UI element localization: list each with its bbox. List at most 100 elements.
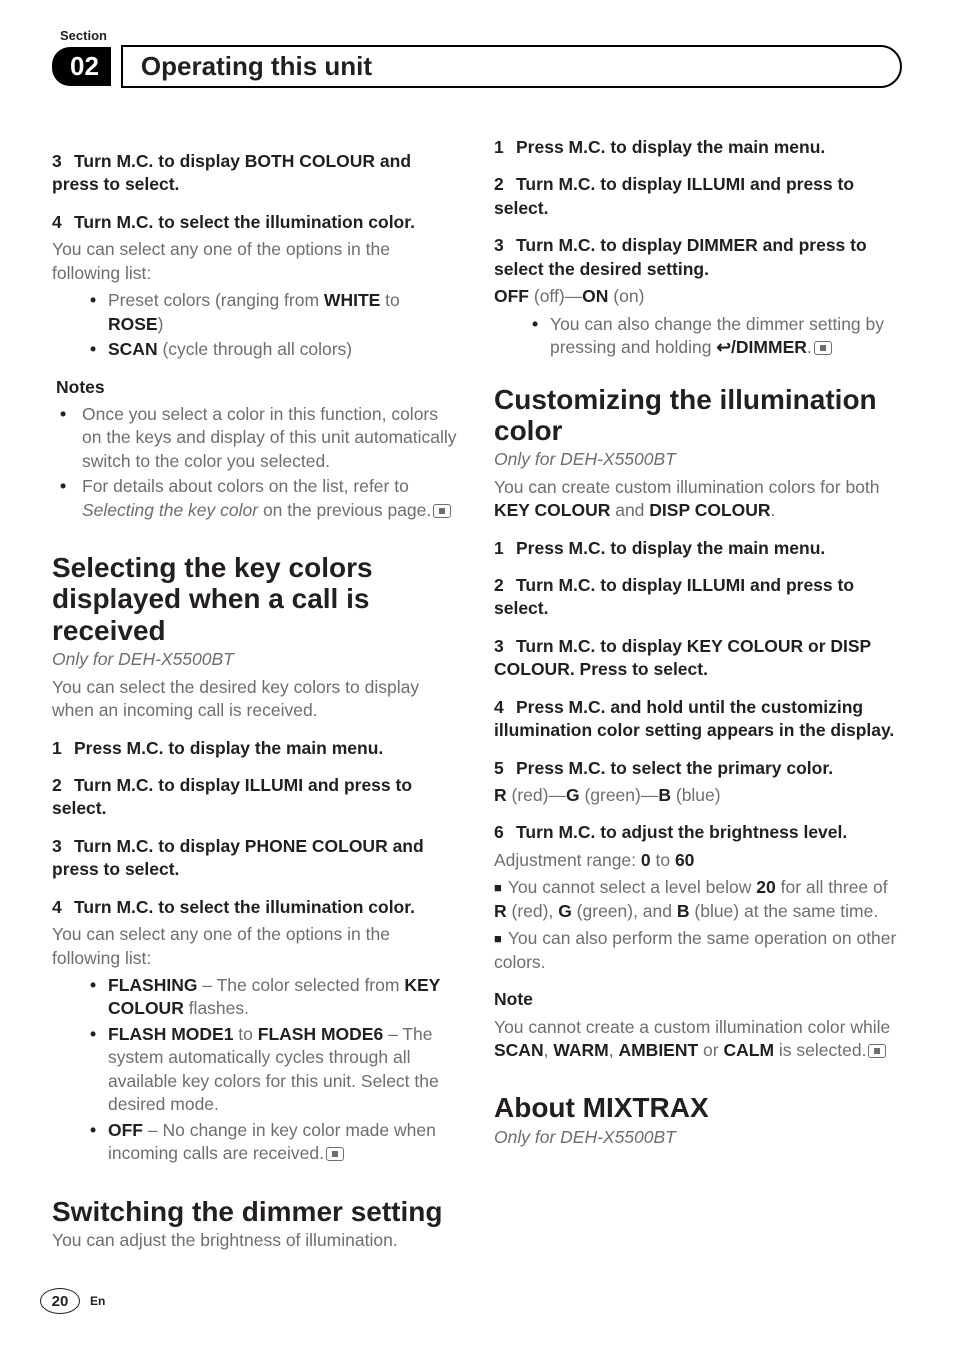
- t: .: [807, 337, 812, 357]
- t: CALM: [723, 1040, 774, 1060]
- t: Preset colors (ranging from: [108, 290, 324, 310]
- notes-heading: Notes: [56, 376, 460, 399]
- rgb-line: R (red)—G (green)—B (blue): [494, 784, 902, 807]
- t: or: [698, 1040, 723, 1060]
- t: Press M.C. to display the main menu.: [516, 538, 825, 558]
- phone-color-options: FLASHING – The color selected from KEY C…: [52, 974, 460, 1166]
- off-on-line: OFF (off)—ON (on): [494, 285, 902, 308]
- t: Press M.C. to select the primary color.: [516, 758, 833, 778]
- left-column: 3Turn M.C. to display BOTH COLOUR and pr…: [52, 136, 460, 1256]
- t: Press M.C. to display the main menu.: [74, 738, 383, 758]
- t: Press M.C. to display the main menu.: [516, 137, 825, 157]
- c-step-1: 1Press M.C. to display the main menu.: [494, 537, 902, 560]
- t: – The color selected from: [197, 975, 404, 995]
- option-scan: SCAN (cycle through all colors): [90, 338, 460, 361]
- square-bullet-icon: ■: [494, 880, 502, 895]
- language-code: En: [90, 1294, 105, 1308]
- step-4-body: You can select any one of the options in…: [52, 238, 460, 285]
- t: ): [158, 314, 164, 334]
- chapter-title-wrap: Operating this unit: [121, 45, 902, 88]
- t: is selected.: [774, 1040, 866, 1060]
- opt-flash-mode: FLASH MODE1 to FLASH MODE6 – The system …: [90, 1023, 460, 1117]
- sq-note-2: ■You can also perform the same operation…: [494, 927, 902, 974]
- c-step-6: 6Turn M.C. to adjust the brightness leve…: [494, 821, 902, 844]
- t: to: [651, 850, 675, 870]
- t: ,: [609, 1040, 619, 1060]
- t: on the previous page.: [258, 500, 431, 520]
- t: to: [233, 1024, 257, 1044]
- note-1: Once you select a color in this function…: [60, 403, 460, 473]
- option-preset: Preset colors (ranging from WHITE to ROS…: [90, 289, 460, 336]
- t: (blue) at the same time.: [690, 901, 879, 921]
- chapter-number-badge: 02: [52, 47, 111, 86]
- t: .: [771, 500, 776, 520]
- t: flashes.: [184, 998, 249, 1018]
- t: Turn M.C. to select the illumination col…: [74, 897, 415, 917]
- t: Turn M.C. to display ILLUMI and press to…: [494, 575, 854, 618]
- right-column: 1Press M.C. to display the main menu. 2T…: [494, 136, 902, 1256]
- a-step-1: 1Press M.C. to display the main menu.: [52, 737, 460, 760]
- t: (on): [608, 286, 644, 306]
- t: You cannot create a custom illumination …: [494, 1017, 890, 1037]
- b-step-2: 2Turn M.C. to display ILLUMI and press t…: [494, 173, 902, 220]
- note-2: For details about colors on the list, re…: [60, 475, 460, 522]
- heading-key-colors-call: Selecting the key colors displayed when …: [52, 552, 460, 646]
- t: FLASH MODE1: [108, 1024, 233, 1044]
- t: /DIMMER: [731, 337, 807, 357]
- t: OFF: [108, 1120, 143, 1140]
- t: You can also perform the same operation …: [494, 928, 896, 971]
- t: 20: [756, 877, 775, 897]
- custom-note: You cannot create a custom illumination …: [494, 1016, 902, 1063]
- t: FLASHING: [108, 975, 197, 995]
- customizing-body: You can create custom illumination color…: [494, 476, 902, 523]
- t: G: [566, 785, 580, 805]
- only-for-1: Only for DEH-X5500BT: [52, 648, 460, 671]
- t: OFF: [494, 286, 529, 306]
- a-step-2: 2Turn M.C. to display ILLUMI and press t…: [52, 774, 460, 821]
- t: Press M.C. and hold until the customizin…: [494, 697, 894, 740]
- t: Turn M.C. to display PHONE COLOUR and pr…: [52, 836, 424, 879]
- t: R: [494, 901, 507, 921]
- t: B: [677, 901, 690, 921]
- note-heading: Note: [494, 988, 902, 1011]
- end-mark-icon: [326, 1147, 344, 1161]
- a-step-4: 4Turn M.C. to select the illumination co…: [52, 896, 460, 919]
- page-footer: 20 En: [40, 1288, 105, 1314]
- t: ON: [582, 286, 608, 306]
- c-step-3: 3Turn M.C. to display KEY COLOUR or DISP…: [494, 635, 902, 682]
- heading-customizing: Customizing the illumination color: [494, 384, 902, 447]
- t: ,: [544, 1040, 554, 1060]
- a-step-3: 3Turn M.C. to display PHONE COLOUR and p…: [52, 835, 460, 882]
- chapter-title: Operating this unit: [141, 51, 882, 82]
- only-for-2: Only for DEH-X5500BT: [494, 448, 902, 471]
- dimmer-bullet: You can also change the dimmer setting b…: [494, 313, 902, 360]
- t: Turn M.C. to display DIMMER and press to…: [494, 235, 867, 278]
- t: Selecting the key color: [82, 500, 258, 520]
- page-number: 20: [40, 1288, 80, 1314]
- t: (off)—: [529, 286, 582, 306]
- t: for all three of: [776, 877, 888, 897]
- c-step-4: 4Press M.C. and hold until the customizi…: [494, 696, 902, 743]
- a-step-4-body: You can select any one of the options in…: [52, 923, 460, 970]
- t: (green), and: [572, 901, 677, 921]
- t: DISP COLOUR: [649, 500, 770, 520]
- t: WHITE: [324, 290, 380, 310]
- t: 0: [641, 850, 651, 870]
- dimmer-body: You can adjust the brightness of illumin…: [52, 1229, 460, 1252]
- t: (red)—: [507, 785, 566, 805]
- b-step-1: 1Press M.C. to display the main menu.: [494, 136, 902, 159]
- back-arrow-icon: ↩: [716, 336, 731, 359]
- t: WARM: [553, 1040, 608, 1060]
- b-step-3: 3Turn M.C. to display DIMMER and press t…: [494, 234, 902, 281]
- t: SCAN: [494, 1040, 544, 1060]
- t: (cycle through all colors): [158, 339, 353, 359]
- t: FLASH MODE6: [258, 1024, 383, 1044]
- t: ROSE: [108, 314, 158, 334]
- section-label: Section: [60, 28, 902, 43]
- t: (blue): [671, 785, 721, 805]
- only-for-3: Only for DEH-X5500BT: [494, 1126, 902, 1149]
- sq-note-1: ■You cannot select a level below 20 for …: [494, 876, 902, 923]
- c-step-2: 2Turn M.C. to display ILLUMI and press t…: [494, 574, 902, 621]
- end-mark-icon: [868, 1044, 886, 1058]
- t: Adjustment range:: [494, 850, 641, 870]
